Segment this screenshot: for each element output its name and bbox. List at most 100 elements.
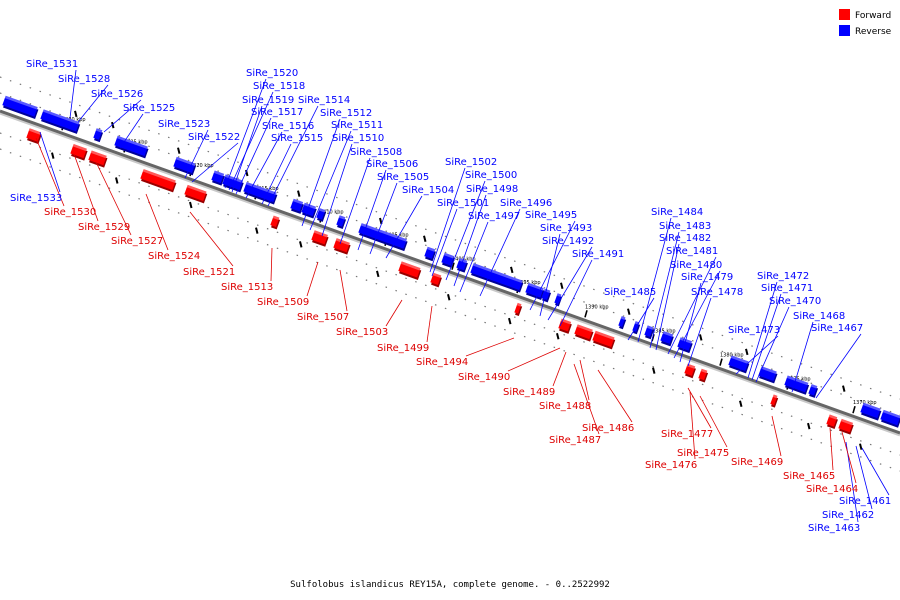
- reverse-gene-label: SiRe_1497: [468, 211, 520, 222]
- forward-gene-label: SiRe_1527: [111, 236, 163, 247]
- scale-mark: [115, 177, 119, 184]
- reverse-gene: [243, 181, 261, 199]
- reverse-gene: [336, 215, 347, 230]
- scale-mark: [255, 227, 259, 234]
- reverse-leader-line: [861, 447, 890, 496]
- reverse-gene-label: SiRe_1511: [331, 120, 383, 131]
- forward-gene-label: SiRe_1507: [297, 312, 349, 323]
- forward-leader-line: [699, 395, 728, 448]
- forward-gene-label: SiRe_1487: [549, 435, 601, 446]
- forward-gene: [514, 302, 523, 317]
- scale-label: 1410 kbp: [320, 209, 344, 215]
- reverse-gene-label: SiRe_1461: [839, 496, 891, 507]
- reverse-leader-line: [103, 99, 142, 133]
- reverse-gene-label: SiRe_1526: [91, 89, 143, 100]
- reverse-gene-label: SiRe_1484: [651, 207, 703, 218]
- legend-reverse-label: Reverse: [855, 27, 892, 37]
- scale-mark: [807, 422, 811, 430]
- forward-leader-line: [579, 359, 590, 401]
- forward-gene: [88, 150, 108, 168]
- reverse-gene-label: SiRe_1510: [332, 133, 384, 144]
- scale-mark: [376, 270, 380, 278]
- reverse-gene-label: SiRe_1501: [437, 198, 489, 209]
- reverse-leader-line: [231, 105, 263, 193]
- reverse-gene: [470, 263, 524, 293]
- scale-mark: [51, 152, 55, 159]
- reverse-leader-line: [627, 297, 655, 341]
- reverse-gene-label: SiRe_1502: [445, 157, 497, 168]
- forward-leader-line: [339, 269, 348, 312]
- scale-mark: [560, 282, 564, 289]
- reverse-gene-label: SiRe_1531: [26, 59, 78, 70]
- forward-gene-label: SiRe_1521: [183, 267, 235, 278]
- reverse-gene: [784, 375, 810, 395]
- reverse-gene-label: SiRe_1533: [10, 193, 62, 204]
- reverse-gene: [40, 109, 81, 134]
- forward-leader-line: [465, 337, 515, 357]
- reverse-gene-label: SiRe_1522: [188, 132, 240, 143]
- reverse-gene-label: SiRe_1504: [402, 185, 454, 196]
- reverse-leader-line: [357, 169, 387, 251]
- forward-gene: [70, 144, 88, 161]
- forward-leader-line: [507, 347, 561, 372]
- forward-leader-line: [145, 193, 169, 251]
- reverse-gene-label: SiRe_1518: [253, 81, 305, 92]
- scale-mark: [842, 385, 846, 392]
- forward-leader-line: [270, 247, 273, 282]
- reverse-gene-label: SiRe_1514: [298, 95, 350, 106]
- reverse-gene-label: SiRe_1491: [572, 249, 624, 260]
- reverse-gene-label: SiRe_1485: [604, 287, 656, 298]
- forward-leader-line: [95, 161, 132, 236]
- reverse-leader-line: [673, 270, 721, 359]
- reverse-gene: [2, 95, 39, 119]
- forward-gene-label: SiRe_1464: [806, 484, 858, 495]
- scale-mark: [299, 241, 303, 248]
- reverse-gene-label: SiRe_1482: [659, 233, 711, 244]
- forward-gene: [311, 230, 329, 247]
- reverse-leader-line: [815, 333, 862, 399]
- scale-tick: [451, 262, 455, 270]
- reverse-gene-label: SiRe_1462: [822, 510, 874, 521]
- forward-leader-line: [552, 351, 567, 387]
- reverse-gene-label: SiRe_1512: [320, 108, 372, 119]
- scale-mark: [508, 317, 512, 325]
- reverse-gene-label: SiRe_1496: [500, 198, 552, 209]
- reverse-gene: [290, 198, 304, 214]
- reverse-leader-line: [667, 256, 717, 355]
- reverse-leader-line: [69, 69, 77, 119]
- forward-gene: [826, 414, 838, 430]
- forward-leader-line: [385, 299, 403, 327]
- reverse-gene: [424, 246, 436, 262]
- forward-leader-line: [73, 153, 99, 222]
- reverse-gene-label: SiRe_1492: [542, 236, 594, 247]
- reverse-leader-line: [184, 129, 209, 179]
- reverse-leader-line: [39, 131, 61, 193]
- label-leader-lines: [35, 69, 890, 523]
- scale-mark: [297, 190, 301, 197]
- forward-leader-line: [687, 387, 712, 429]
- ruler-row: [0, 132, 900, 456]
- scale-mark: [627, 308, 631, 315]
- reverse-gene-label: SiRe_1478: [691, 287, 743, 298]
- forward-gene-label: SiRe_1475: [677, 448, 729, 459]
- forward-gene: [770, 394, 779, 408]
- reverse-gene-label: SiRe_1515: [271, 133, 323, 144]
- reverse-gene: [808, 384, 819, 398]
- reverse-gene: [316, 208, 327, 222]
- forward-leader-line: [841, 431, 857, 484]
- scale-mark: [111, 121, 115, 129]
- forward-gene-label: SiRe_1465: [783, 471, 835, 482]
- legend: Forward Reverse: [839, 9, 892, 37]
- scale-mark: [423, 235, 427, 242]
- reverse-leader-line: [445, 180, 486, 281]
- reverse-gene-label: SiRe_1528: [58, 74, 110, 85]
- forward-gene: [26, 128, 42, 145]
- reverse-leader-line: [855, 445, 873, 510]
- reverse-leader-line: [309, 130, 352, 231]
- reverse-leader-line: [547, 246, 593, 321]
- forward-gene-label: SiRe_1477: [661, 429, 713, 440]
- forward-gene: [558, 318, 572, 334]
- scale-tick: [719, 358, 723, 366]
- forward-leader-line: [829, 427, 834, 471]
- forward-gene-label: SiRe_1476: [645, 460, 697, 471]
